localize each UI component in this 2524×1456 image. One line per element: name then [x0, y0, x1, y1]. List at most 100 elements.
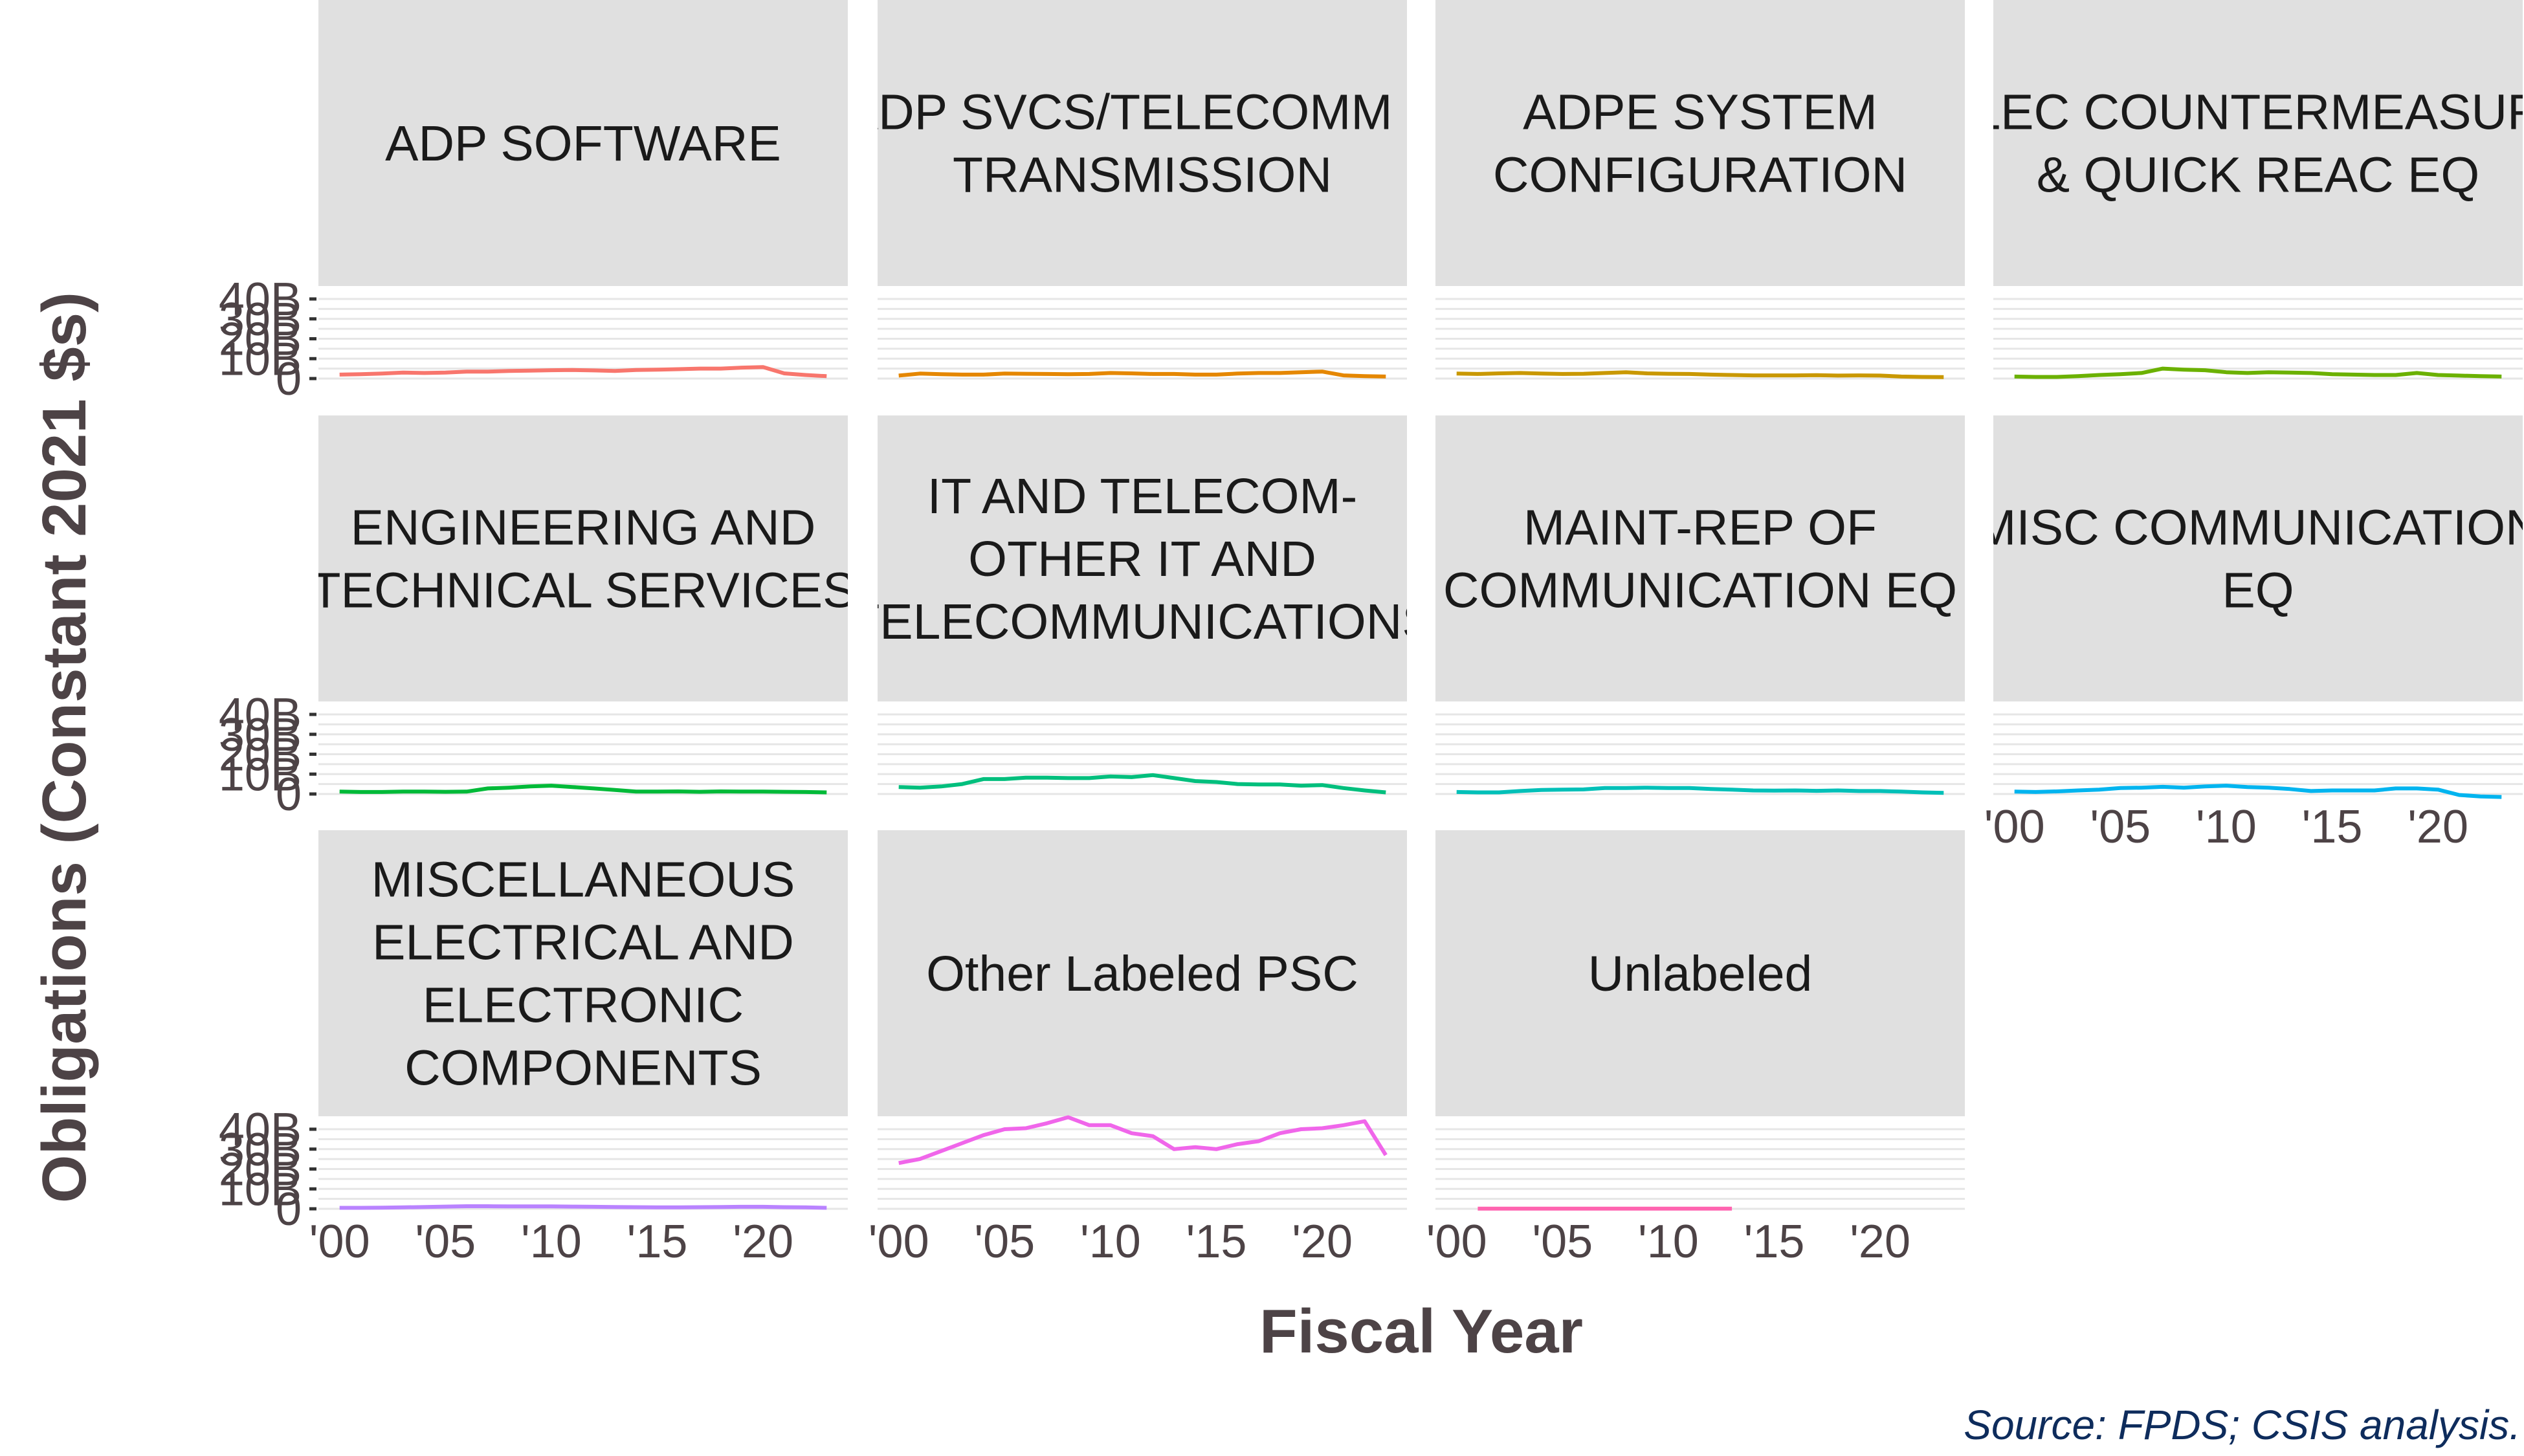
y-tick-label: 0 [276, 1184, 302, 1235]
plot-background [318, 286, 848, 379]
panel-title: & QUICK REAC EQ [2037, 148, 2480, 203]
x-tick-label: '10 [1638, 1216, 1699, 1268]
panel-title: ADPE SYSTEM [1523, 85, 1877, 140]
x-tick-label: '05 [974, 1216, 1035, 1268]
panel: ADPE SYSTEM CONFIGURATION [1435, 0, 1965, 380]
panel-title: COMPONENTS [404, 1041, 762, 1096]
panel-strip [1993, 0, 2523, 286]
panel-title: TECHNICAL SERVICES [311, 563, 856, 619]
panel: ENGINEERING AND TECHNICAL SERVICES 010B20B… [219, 415, 856, 821]
panel: ADP SVCS/TELECOMM & TRANSMISSION [845, 0, 1440, 380]
x-tick-label: '15 [627, 1216, 688, 1268]
y-axis-title: Obligations (Constant 2021 $s) [30, 292, 99, 1203]
x-tick-label: '05 [1532, 1216, 1593, 1268]
panel: Other Labeled PSC '00 '05 '10 '15 '20 [869, 830, 1407, 1268]
y-tick-label: 10B [219, 749, 302, 800]
x-tick-label: '10 [2196, 801, 2257, 853]
panel-strip [1435, 415, 1965, 701]
source-caption: Source: FPDS; CSIS analysis. [1964, 1402, 2521, 1448]
panel-title: MAINT-REP OF [1523, 500, 1877, 556]
panel-title: OTHER IT AND [968, 531, 1316, 587]
panel-strip [318, 415, 848, 701]
plot-background [1993, 701, 2523, 794]
panel-title: IT AND TELECOM- [927, 469, 1358, 524]
panel-title: MISC COMMUNICATION [1975, 500, 2524, 556]
x-tick-label: '00 [1426, 1216, 1487, 1268]
panel-strip [878, 0, 1407, 286]
panel-title: Unlabeled [1588, 946, 1813, 1002]
y-tick-label: 0 [276, 769, 302, 821]
panel-title: CONFIGURATION [1493, 148, 1907, 203]
panel-strip [878, 830, 1407, 1116]
y-tick-label: 10B [219, 1164, 302, 1215]
y-tick-label: 40B [219, 274, 302, 325]
x-tick-label: '10 [521, 1216, 582, 1268]
series-line [339, 1204, 827, 1210]
x-tick-label: '10 [1080, 1216, 1141, 1268]
panel: Unlabeled '00 '05 '10 '15 '20 [1426, 830, 1965, 1268]
panel-strip [878, 415, 1407, 701]
panel-title: TRANSMISSION [953, 148, 1332, 203]
panel: MISCELLANEOUS ELECTRICAL AND ELECTRONIC COM… [219, 830, 848, 1268]
y-tick-label: 20B [219, 314, 302, 366]
plot-background [318, 701, 848, 794]
x-tick-label: '20 [1850, 1216, 1910, 1268]
plot-background [878, 286, 1407, 379]
x-tick-label: '20 [733, 1216, 793, 1268]
y-tick-label: 40B [219, 1104, 302, 1156]
x-tick-label: '05 [415, 1216, 476, 1268]
panel-title: ADP SVCS/TELECOMM & [845, 85, 1440, 140]
x-tick-label: '20 [1292, 1216, 1353, 1268]
panel-title: ENGINEERING AND [351, 500, 816, 556]
series-line [1456, 370, 1944, 379]
x-axis-title: Fiscal Year [1259, 1297, 1583, 1366]
plot-background [318, 1116, 848, 1209]
series-line [898, 1115, 1388, 1165]
plot-background [878, 1116, 1407, 1209]
panel-title: ELECTRICAL AND [372, 915, 794, 971]
x-tick-label: '15 [1186, 1216, 1247, 1268]
panel-title: TELECOMMUNICATIONS [849, 594, 1435, 650]
panel-title: MISCELLANEOUS [371, 852, 795, 908]
x-tick-label: '15 [1744, 1216, 1805, 1268]
series-line [898, 370, 1386, 379]
plot-background [1435, 286, 1965, 379]
series-line [339, 365, 827, 379]
panel: ELEC COUNTERMEASURE & QUICK REAC EQ [1940, 0, 2524, 380]
x-tick-label: '20 [2408, 801, 2468, 853]
series-line [339, 784, 827, 795]
y-tick-label: 30B [219, 294, 302, 346]
panel-strip [1435, 0, 1965, 286]
y-tick-label: 40B [219, 689, 302, 741]
panel-title: Other Labeled PSC [926, 946, 1358, 1002]
panel-strip [1993, 415, 2523, 701]
plot-background [1435, 701, 1965, 794]
series-line [2014, 366, 2502, 379]
panel: MISC COMMUNICATION EQ '00 '05 '10 '15 '20 [1975, 415, 2524, 853]
panel: IT AND TELECOM- OTHER IT AND TELECOMMUNICA… [849, 415, 1435, 795]
y-tick-label: 30B [219, 709, 302, 761]
plot-background [878, 701, 1407, 794]
y-tick-label: 20B [219, 729, 302, 781]
y-tick-label: 10B [219, 333, 302, 385]
series-line [898, 773, 1386, 795]
panel-title: EQ [2222, 563, 2294, 619]
panel-title: COMMUNICATION EQ [1443, 563, 1957, 619]
y-tick-label: 30B [219, 1124, 302, 1176]
x-tick-label: '05 [2090, 801, 2151, 853]
x-tick-label: '15 [2302, 801, 2363, 853]
panel-title: ELEC COUNTERMEASURE [1940, 85, 2524, 140]
series-line [2014, 784, 2502, 799]
plot-background [1993, 286, 2523, 379]
panel-strip [318, 830, 848, 1116]
y-tick-label: 0 [276, 353, 302, 405]
x-tick-label: '00 [309, 1216, 370, 1268]
panel: MAINT-REP OF COMMUNICATION EQ [1435, 415, 1965, 795]
x-tick-label: '00 [869, 1216, 929, 1268]
panel-strip [318, 0, 848, 286]
panel-title: ELECTRONIC [423, 978, 744, 1033]
panel-strip [1435, 830, 1965, 1116]
